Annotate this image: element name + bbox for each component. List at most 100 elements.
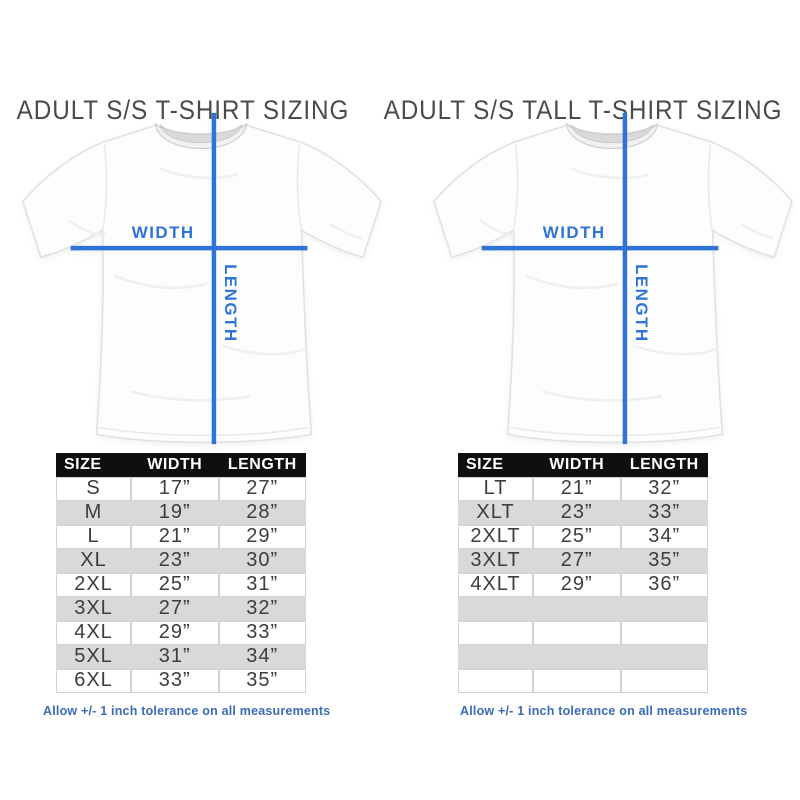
header-width: WIDTH	[549, 456, 605, 473]
length-cell: 33”	[218, 621, 306, 645]
width-cell: 21”	[131, 525, 219, 549]
length-label: LENGTH	[632, 264, 651, 342]
size-cell: L	[56, 525, 131, 549]
size-cell: 2XL	[56, 573, 131, 597]
empty-cell	[620, 621, 708, 645]
table-row: LT 21” 32”	[458, 477, 708, 501]
length-cell: 36”	[620, 573, 708, 597]
tshirt-graphic: WIDTH LENGTH	[22, 112, 382, 445]
width-cell: 29”	[131, 621, 219, 645]
length-cell: 34”	[620, 525, 708, 549]
table-row: 6XL 33” 35”	[56, 669, 306, 693]
empty-cell	[620, 669, 708, 693]
empty-cell	[533, 645, 621, 669]
header-size: SIZE	[466, 456, 504, 473]
length-cell: 33”	[620, 501, 708, 525]
size-cell: XLT	[458, 501, 533, 525]
tall-sizing-section: ADULT S/S TALL T-SHIRT SIZING WIDTH	[384, 0, 800, 800]
table-body: LT 21” 32” XLT 23” 33” 2XLT 25” 34” 3XLT 27” 35” 4XL…	[458, 477, 708, 693]
table-row: 4XL 29” 33”	[56, 621, 306, 645]
size-cell: 6XL	[56, 669, 131, 693]
length-cell: 35”	[620, 549, 708, 573]
width-cell: 23”	[533, 501, 621, 525]
empty-cell	[620, 645, 708, 669]
length-cell: 31”	[218, 573, 306, 597]
width-cell: 29”	[533, 573, 621, 597]
size-cell: 3XL	[56, 597, 131, 621]
table-row: 2XLT 25” 34”	[458, 525, 708, 549]
table-row: XL 23” 30”	[56, 549, 306, 573]
size-table-tall: SIZE WIDTH LENGTH LT 21” 32” XLT 23” 33” 2XLT 2…	[458, 453, 708, 693]
length-cell: 35”	[218, 669, 306, 693]
empty-cell	[533, 669, 621, 693]
length-cell: 34”	[218, 645, 306, 669]
empty-cell	[458, 645, 533, 669]
regular-sizing-section: ADULT S/S T-SHIRT SIZING WIDTH	[11, 95, 387, 718]
table-header-row: SIZE WIDTH LENGTH	[56, 453, 306, 477]
table-row	[458, 597, 708, 621]
table-row: M 19” 28”	[56, 501, 306, 525]
width-cell: 31”	[131, 645, 219, 669]
width-cell: 33”	[131, 669, 219, 693]
table-body: S 17” 27” M 19” 28” L 21” 29” XL 23” 30” 2XL 25” 31” 3X…	[56, 477, 306, 693]
tshirt-diagram-tall: WIDTH LENGTH	[422, 108, 798, 452]
tolerance-note-tall: Allow +/- 1 inch tolerance on all measur…	[460, 704, 748, 718]
size-cell: 2XLT	[458, 525, 533, 549]
table-row	[458, 621, 708, 645]
table-row: S 17” 27”	[56, 477, 306, 501]
size-cell: 5XL	[56, 645, 131, 669]
size-cell: 4XLT	[458, 573, 533, 597]
width-cell: 19”	[131, 501, 219, 525]
table-row	[458, 645, 708, 669]
length-cell: 27”	[218, 477, 306, 501]
width-cell: 25”	[131, 573, 219, 597]
width-cell: 17”	[131, 477, 219, 501]
length-cell: 28”	[218, 501, 306, 525]
size-cell: M	[56, 501, 131, 525]
width-cell: 23”	[131, 549, 219, 573]
empty-cell	[458, 597, 533, 621]
table-row: 3XLT 27” 35”	[458, 549, 708, 573]
table-row: L 21” 29”	[56, 525, 306, 549]
size-cell: LT	[458, 477, 533, 501]
width-cell: 21”	[533, 477, 621, 501]
table-row: XLT 23” 33”	[458, 501, 708, 525]
empty-cell	[533, 621, 621, 645]
empty-cell	[620, 597, 708, 621]
width-cell: 27”	[533, 549, 621, 573]
header-length: LENGTH	[629, 456, 699, 473]
size-cell: 4XL	[56, 621, 131, 645]
width-label: WIDTH	[543, 223, 606, 242]
length-cell: 30”	[218, 549, 306, 573]
measurement-overlay: WIDTH LENGTH	[481, 112, 719, 445]
width-label: WIDTH	[132, 223, 195, 242]
table-row: 2XL 25” 31”	[56, 573, 306, 597]
table-header-row: SIZE WIDTH LENGTH	[458, 453, 708, 477]
header-length: LENGTH	[227, 456, 297, 473]
header-size: SIZE	[64, 456, 102, 473]
section-title-regular: ADULT S/S T-SHIRT SIZING	[16, 95, 350, 126]
header-width: WIDTH	[147, 456, 203, 473]
length-cell: 32”	[620, 477, 708, 501]
table-row: 4XLT 29” 36”	[458, 573, 708, 597]
empty-cell	[458, 621, 533, 645]
length-cell: 29”	[218, 525, 306, 549]
tolerance-note-regular: Allow +/- 1 inch tolerance on all measur…	[43, 704, 331, 718]
section-title-tall: ADULT S/S TALL T-SHIRT SIZING	[383, 95, 783, 126]
table-row	[458, 669, 708, 693]
width-cell: 27”	[131, 597, 219, 621]
empty-cell	[458, 669, 533, 693]
table-row: 3XL 27” 32”	[56, 597, 306, 621]
size-table-regular: SIZE WIDTH LENGTH S 17” 27” M 19” 28” L 21” 29” X…	[56, 453, 306, 693]
size-cell: 3XLT	[458, 549, 533, 573]
size-cell: XL	[56, 549, 131, 573]
tshirt-diagram-regular: WIDTH LENGTH	[11, 108, 387, 452]
length-cell: 32”	[218, 597, 306, 621]
empty-cell	[533, 597, 621, 621]
size-cell: S	[56, 477, 131, 501]
length-label: LENGTH	[221, 264, 240, 342]
tshirt-graphic: WIDTH LENGTH	[433, 112, 793, 445]
measurement-overlay: WIDTH LENGTH	[70, 112, 308, 445]
table-row: 5XL 31” 34”	[56, 645, 306, 669]
